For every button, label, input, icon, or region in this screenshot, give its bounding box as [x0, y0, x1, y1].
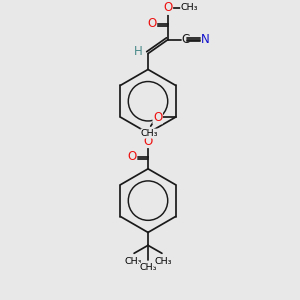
- Text: O: O: [163, 1, 172, 14]
- Text: CH₃: CH₃: [124, 257, 142, 266]
- Text: CH₃: CH₃: [141, 129, 158, 138]
- Text: C: C: [182, 33, 190, 46]
- Text: O: O: [128, 150, 137, 164]
- Text: H: H: [134, 45, 142, 58]
- Text: O: O: [147, 17, 157, 30]
- Text: CH₃: CH₃: [181, 3, 198, 12]
- Text: CH₃: CH₃: [139, 263, 157, 272]
- Text: N: N: [201, 33, 209, 46]
- Text: O: O: [143, 134, 153, 148]
- Text: CH₃: CH₃: [154, 257, 172, 266]
- Text: O: O: [153, 111, 162, 124]
